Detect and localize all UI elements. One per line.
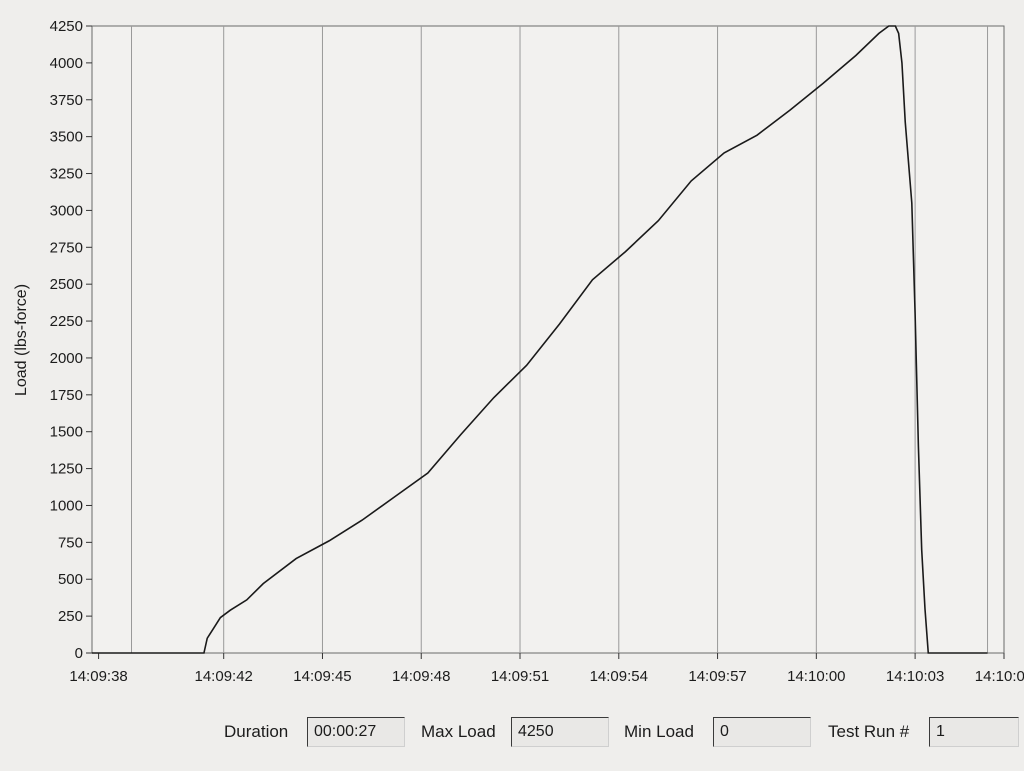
y-tick-label: 3250: [50, 166, 83, 183]
x-tick-label: 14:09:38: [69, 668, 127, 685]
y-tick-label: 3750: [50, 92, 83, 109]
max-load-field: 4250: [511, 717, 609, 747]
y-tick-label: 1000: [50, 497, 83, 514]
x-tick-label: 14:10:00: [787, 668, 845, 685]
y-tick-label: 2250: [50, 313, 83, 330]
y-tick-label: 4000: [50, 55, 83, 72]
y-tick-label: 1750: [50, 387, 83, 404]
y-tick-label: 500: [58, 571, 83, 588]
load-series-line: [92, 25, 988, 654]
x-axis-ticks: 14:09:38 14:09:42 14:09:45 14:09:48 14:09:51…: [69, 653, 1024, 685]
test-run-label: Test Run #: [828, 722, 910, 741]
y-tick-label: 3000: [50, 202, 83, 219]
y-tick-label: 1500: [50, 424, 83, 441]
y-tick-label: 3500: [50, 129, 83, 146]
y-axis-ticks: 0 250 500 750 1000 1250 1500 1750 2000 2250 2500 27…: [50, 18, 92, 662]
min-load-label: Min Load: [624, 722, 694, 741]
x-tick-label: 14:09:57: [688, 668, 746, 685]
x-tick-label: 14:09:42: [195, 668, 253, 685]
y-tick-label: 2000: [50, 350, 83, 367]
y-tick-label: 2500: [50, 276, 83, 293]
min-load-field: 0: [713, 717, 811, 747]
y-tick-label: 2750: [50, 239, 83, 256]
y-tick-label: 4250: [50, 18, 83, 35]
y-tick-label: 1250: [50, 461, 83, 478]
y-tick-label: 750: [58, 534, 83, 551]
test-run-field: 1: [929, 717, 1019, 747]
x-tick-label: 14:09:48: [392, 668, 450, 685]
duration-field: 00:00:27: [307, 717, 405, 747]
x-tick-label: 14:10:03: [886, 668, 944, 685]
x-tick-label: 14:09:45: [293, 668, 351, 685]
y-tick-label: 0: [75, 645, 83, 662]
x-tick-label: 14:09:51: [491, 668, 549, 685]
y-axis-label: Load (lbs-force): [13, 284, 30, 396]
x-tick-label: 14:10:06: [975, 668, 1024, 685]
max-load-label: Max Load: [421, 722, 496, 741]
x-tick-label: 14:09:54: [590, 668, 648, 685]
duration-label: Duration: [224, 722, 289, 741]
y-tick-label: 250: [58, 608, 83, 625]
